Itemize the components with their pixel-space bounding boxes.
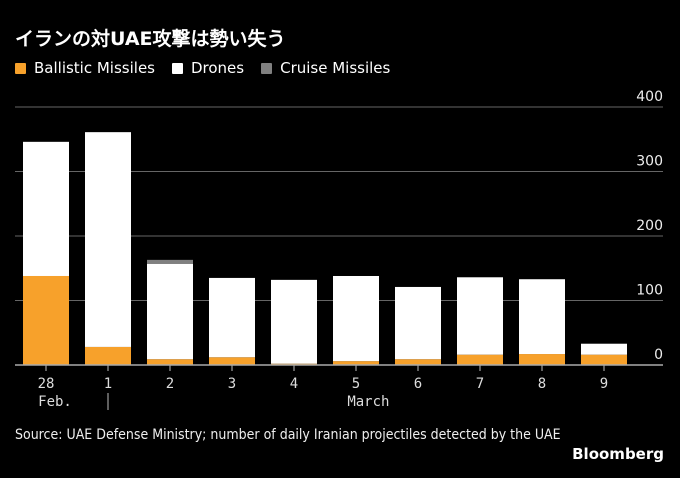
bar-ballistic-missiles [147, 359, 193, 365]
legend-item-cruise: Cruise Missiles [261, 59, 390, 77]
legend-swatch-drones [171, 62, 183, 74]
x-tick-label: 6 [414, 376, 422, 392]
legend-swatch-ballistic [15, 62, 26, 74]
x-tick-label: 2 [166, 376, 174, 392]
bar-ballistic-missiles [395, 359, 441, 365]
bar-ballistic-missiles [209, 357, 255, 365]
x-tick-label: 8 [538, 376, 546, 392]
x-tick-label: 1 [104, 376, 112, 392]
x-tick-label: 9 [600, 376, 608, 392]
bar-drones [271, 279, 317, 364]
bar-drones [23, 141, 69, 276]
legend-label-ballistic: Ballistic Missiles [34, 59, 155, 77]
legend-item-drones: Drones [171, 59, 245, 77]
bar-drones [147, 263, 193, 360]
legend-swatch-cruise [261, 62, 273, 74]
legend-label-cruise: Cruise Missiles [280, 59, 391, 77]
bar-drones [457, 277, 503, 355]
bar-ballistic-missiles [23, 275, 69, 365]
bar-drones [519, 279, 565, 355]
brand-logo: Bloomberg [572, 445, 664, 463]
bar-ballistic-missiles [85, 346, 131, 365]
bar-drones [333, 275, 379, 362]
y-tick-label: 100 [636, 283, 663, 299]
bar-ballistic-missiles [519, 354, 565, 365]
legend: Ballistic Missiles Drones Cruise Missile… [15, 59, 407, 77]
month-label-feb: Feb. [38, 394, 72, 410]
bar-ballistic-missiles [457, 354, 503, 365]
y-tick-label: 0 [654, 347, 663, 363]
x-tick-label: 3 [228, 376, 236, 392]
bar-drones [85, 132, 131, 347]
y-tick-label: 200 [636, 218, 663, 234]
y-tick-label: 300 [636, 154, 663, 170]
bar-drones [209, 277, 255, 358]
chart-title: イランの対UAE攻撃は勢い失う [15, 28, 286, 50]
bar-drones [581, 343, 627, 355]
bar-cruise-missiles [147, 259, 193, 264]
legend-item-ballistic: Ballistic Missiles [15, 59, 155, 77]
x-tick-label: 4 [290, 376, 298, 392]
source-note: Source: UAE Defense Ministry; number of … [15, 427, 561, 443]
x-tick-label: 28 [38, 376, 55, 392]
month-label-march: March [347, 394, 389, 410]
legend-label-drones: Drones [190, 59, 245, 77]
bar-drones [395, 286, 441, 360]
x-tick-label: 7 [476, 376, 484, 392]
bar-ballistic-missiles [333, 361, 379, 365]
x-tick-label: 5 [352, 376, 360, 392]
bar-ballistic-missiles [581, 354, 627, 365]
y-tick-label: 400 [636, 89, 663, 105]
